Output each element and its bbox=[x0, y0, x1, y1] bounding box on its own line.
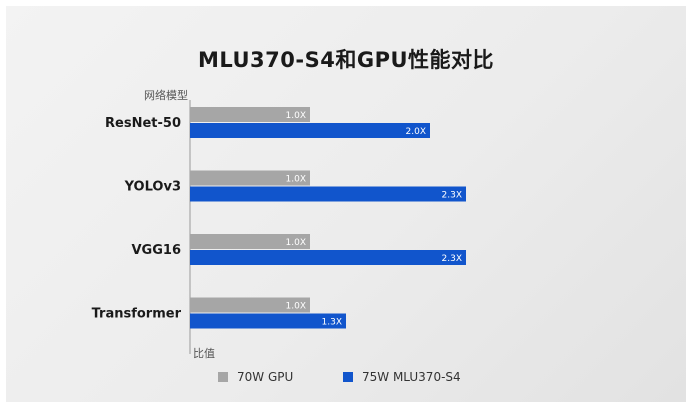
bar-gpu bbox=[190, 297, 310, 313]
legend-item-gpu: 70W GPU bbox=[218, 370, 293, 384]
bar-mlu bbox=[190, 123, 430, 138]
bar-mlu bbox=[190, 313, 346, 329]
bar-gpu bbox=[190, 234, 310, 249]
bar-data-label: 2.0X bbox=[406, 127, 426, 137]
legend-swatch-gpu bbox=[218, 372, 228, 382]
legend-label-mlu: 75W MLU370-S4 bbox=[362, 370, 461, 384]
bar-gpu bbox=[190, 107, 310, 122]
x-axis-label: 比值 bbox=[193, 347, 215, 360]
category-label: YOLOv3 bbox=[124, 180, 181, 195]
legend-item-mlu: 75W MLU370-S4 bbox=[343, 370, 461, 384]
category-label: VGG16 bbox=[132, 243, 182, 258]
bar-data-label: 2.3X bbox=[442, 191, 462, 201]
category-label: ResNet-50 bbox=[105, 116, 181, 131]
bar-data-label: 2.3X bbox=[442, 254, 462, 264]
bar-mlu bbox=[190, 250, 466, 265]
bar-data-label: 1.0X bbox=[286, 302, 306, 312]
bar-data-label: 1.0X bbox=[286, 238, 306, 248]
chart-slide: MLU370-S4和GPU性能对比 网络模型 比值 ResNet-50 1.0X 2… bbox=[6, 6, 686, 402]
bar-mlu bbox=[190, 186, 466, 202]
chart-title: MLU370-S4和GPU性能对比 bbox=[197, 48, 495, 72]
bar-data-label: 1.3X bbox=[322, 318, 342, 328]
chart-legend: 70W GPU 75W MLU370-S4 bbox=[6, 370, 686, 388]
legend-label-gpu: 70W GPU bbox=[237, 370, 294, 384]
legend-swatch-mlu bbox=[343, 372, 353, 382]
bar-data-label: 1.0X bbox=[286, 175, 306, 185]
category-label: Transformer bbox=[92, 307, 182, 322]
y-axis-label: 网络模型 bbox=[144, 89, 188, 102]
bar-data-label: 1.0X bbox=[286, 111, 306, 121]
bar-gpu bbox=[190, 170, 310, 186]
bar-chart-plot: ResNet-50 1.0X 2.0X YOLOv3 1.0X 2.3X VGG16 1.0X… bbox=[92, 100, 466, 354]
